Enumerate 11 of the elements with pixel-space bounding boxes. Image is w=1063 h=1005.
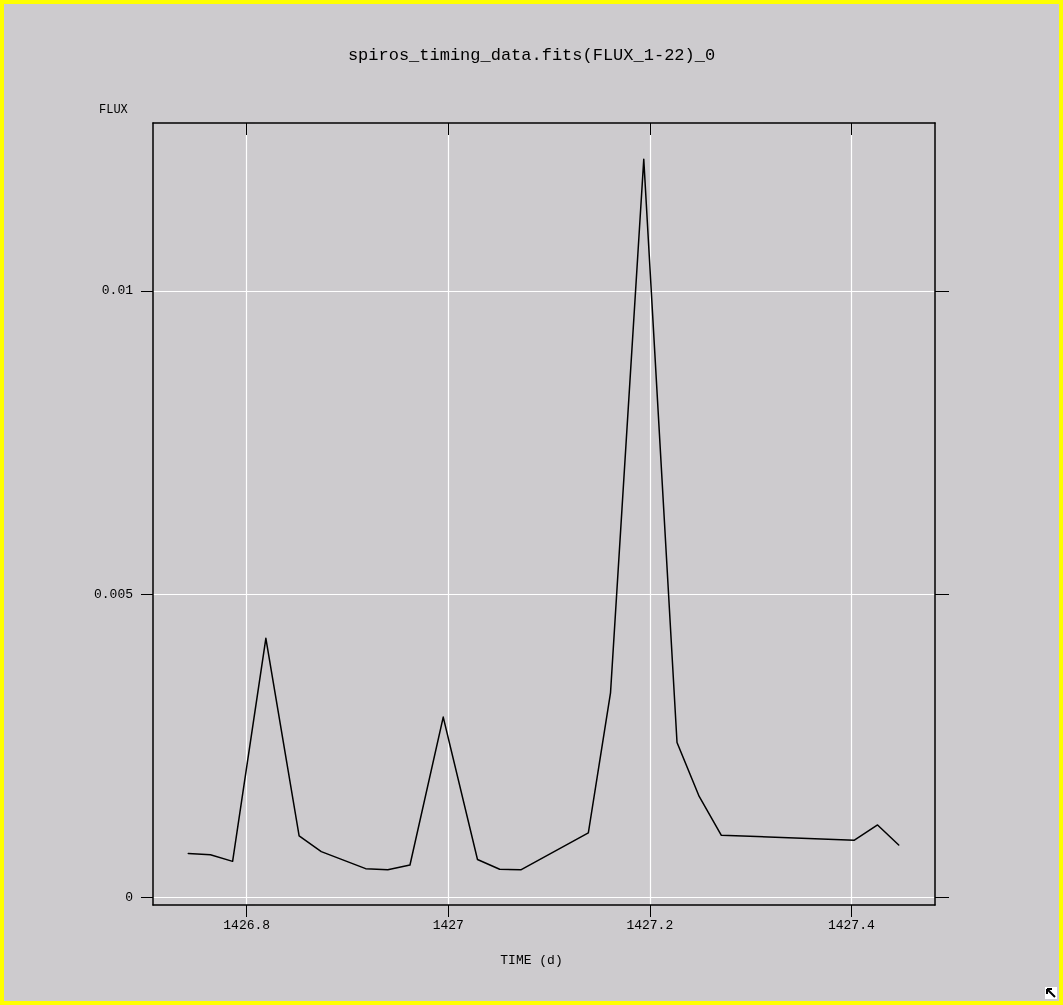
line-series [187,158,900,871]
y-tick-label: 0.005 [93,586,133,602]
x-tick-label: 1426.8 [223,918,271,933]
y-tick-label: 0 [125,889,133,905]
chart-title: spiros_timing_data.fits(FLUX_1-22)_0 [347,46,716,65]
y-tick-label: 0.01 [101,283,134,299]
x-tick-label: 1427.2 [626,918,674,933]
y-axis-title: FLUX [99,103,128,117]
x-axis-title: TIME (d) [500,953,563,968]
x-tick-label: 1427 [432,918,464,933]
x-tick-label: 1427.4 [827,918,875,933]
